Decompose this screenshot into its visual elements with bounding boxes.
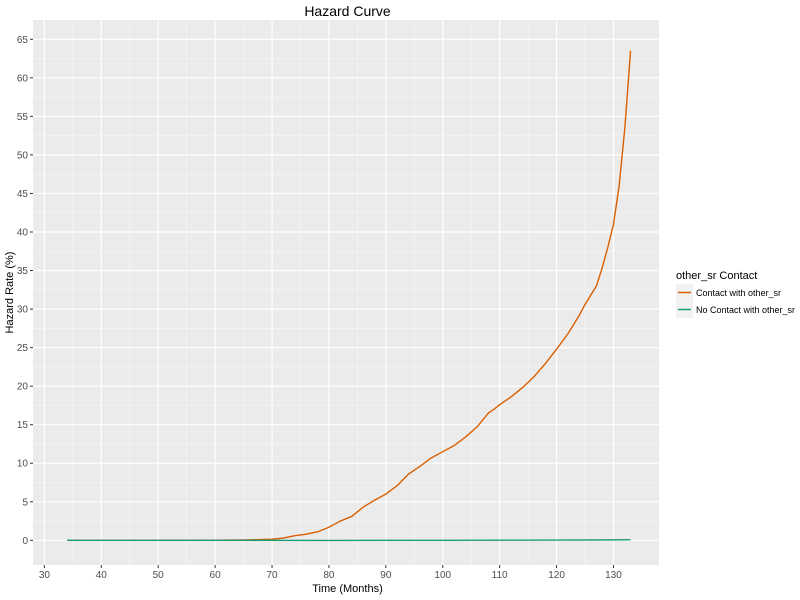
grid-major [33,20,659,565]
y-axis-title: Hazard Rate (%) [4,252,16,334]
y-tick-label: 25 [17,343,29,354]
x-tick-label: 120 [548,570,565,581]
x-tick-label: 80 [323,570,335,581]
x-tick-label: 130 [605,570,622,581]
chart-title: Hazard Curve [304,3,391,19]
x-tick-label: 40 [96,570,108,581]
grid-minor [33,20,659,565]
y-tick-label: 0 [22,536,28,547]
series-lines [67,50,632,542]
series-line-no-contact [67,539,631,542]
y-tick-label: 30 [17,305,29,316]
y-tick-label: 40 [17,227,29,238]
x-axis-title: Time (Months) [312,583,383,595]
y-tick-label: 65 [17,35,29,46]
y-tick-label: 35 [17,266,29,277]
y-tick-label: 5 [22,497,28,508]
y-tick-label: 55 [17,112,29,123]
y-tick-label: 20 [17,382,29,393]
legend-label-contact: Contact with other_sr [696,288,781,298]
legend-title: other_sr Contact [676,270,757,282]
x-tick-label: 90 [380,570,392,581]
x-tick-label: 70 [266,570,278,581]
y-tick-label: 50 [17,150,29,161]
legend: other_sr Contact Contact with other_sr N… [676,270,795,318]
y-tick-label: 15 [17,420,29,431]
legend-label-no-contact: No Contact with other_sr [696,305,795,315]
y-tick-label: 10 [17,459,29,470]
x-tick-label: 60 [210,570,222,581]
x-tick-label: 30 [39,570,51,581]
x-tick-label: 110 [492,570,508,581]
y-tick-label: 60 [17,73,29,84]
x-tick-label: 100 [434,570,451,581]
plot-panel [33,20,659,565]
y-tick-label: 45 [17,189,29,200]
x-axis-ticks: 30 40 50 60 70 80 90 100 110 120 130 [39,565,622,581]
x-tick-label: 50 [153,570,165,581]
series-line-contact [67,50,632,542]
y-axis-ticks: 0 5 10 15 20 25 30 35 40 45 50 55 60 65 [17,35,33,547]
